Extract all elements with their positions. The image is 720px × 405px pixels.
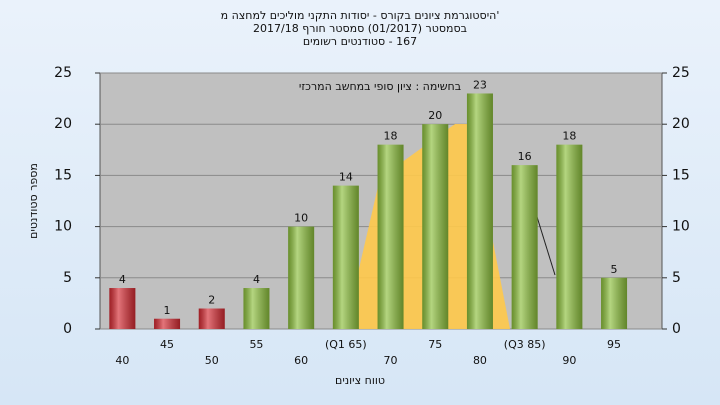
- bar-shade: [332, 185, 359, 329]
- y-tick-label: 0: [63, 321, 72, 337]
- value-label: 18: [562, 130, 576, 143]
- value-label: 4: [119, 273, 126, 286]
- x-tick-label: 80: [473, 354, 487, 367]
- y-tick-label: 15: [54, 167, 72, 183]
- x-tick-label: 45: [160, 338, 174, 351]
- bar-shade: [377, 144, 404, 329]
- value-label: 16: [518, 150, 532, 163]
- bar-shade: [198, 308, 225, 329]
- chart-title: 'היסטוגרמת ציונים בקורס - יסודות התקני מ…: [221, 9, 500, 22]
- bar-shade: [466, 93, 493, 329]
- bar-shade: [511, 165, 538, 329]
- x-tick-label: 60: [294, 354, 308, 367]
- chart-title: בסמסטר (01/2017) סמסטר חורף 2017/18: [253, 22, 467, 35]
- bar-shade: [556, 144, 583, 329]
- y2-tick-label: 5: [672, 270, 681, 286]
- value-label: 5: [611, 263, 618, 276]
- value-label: 14: [339, 171, 353, 184]
- subtitle: בחשימה : ציון סופי במחשב המרכזי: [299, 80, 461, 93]
- bar-shade: [154, 318, 181, 329]
- value-label: 1: [164, 304, 171, 317]
- x-axis-label: טווח ציונים: [335, 374, 385, 387]
- value-label: 20: [428, 109, 442, 122]
- x-tick-label: (Q3 85): [504, 338, 546, 351]
- y-tick-label: 20: [54, 116, 72, 132]
- y-tick-label: 25: [54, 65, 72, 81]
- x-tick-label: 75: [428, 338, 442, 351]
- bar-shade: [109, 288, 136, 329]
- y-tick-label: 5: [63, 270, 72, 286]
- y-axis-label: מספר סטודנטים: [27, 163, 40, 239]
- x-tick-label: 90: [562, 354, 576, 367]
- bar-shade: [243, 288, 270, 329]
- y2-tick-label: 0: [672, 321, 681, 337]
- chart-title: 167 - סטודנטים רשומים: [303, 35, 417, 48]
- y2-tick-label: 25: [672, 65, 690, 81]
- x-tick-label: 50: [205, 354, 219, 367]
- y2-tick-label: 10: [672, 219, 690, 235]
- y2-tick-label: 15: [672, 167, 690, 183]
- x-tick-label: 70: [384, 354, 398, 367]
- value-label: 2: [208, 294, 215, 307]
- value-label: 18: [384, 130, 398, 143]
- y-tick-label: 10: [54, 219, 72, 235]
- value-label: 10: [294, 212, 308, 225]
- value-label: 23: [473, 78, 487, 91]
- value-label: 4: [253, 273, 260, 286]
- bar-shade: [601, 277, 628, 329]
- x-tick-label: (Q1 65): [325, 338, 367, 351]
- x-tick-label: 95: [607, 338, 621, 351]
- x-tick-label: 55: [249, 338, 263, 351]
- bar-shade: [422, 124, 449, 329]
- x-tick-label: 40: [115, 354, 129, 367]
- bar-shade: [288, 226, 315, 329]
- y2-tick-label: 20: [672, 116, 690, 132]
